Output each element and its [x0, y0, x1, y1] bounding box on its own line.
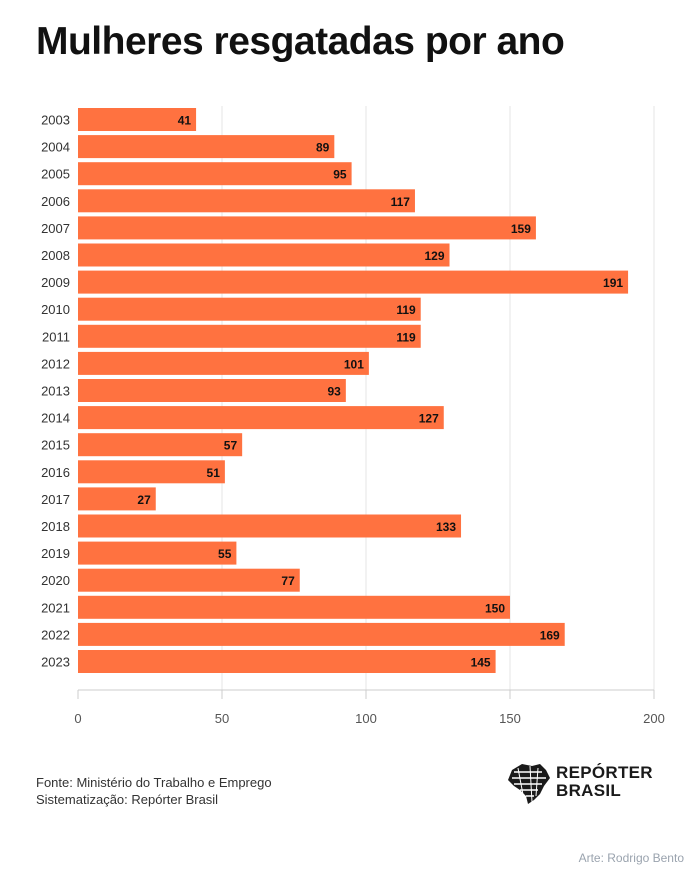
- bar: [78, 324, 421, 348]
- bar: [78, 135, 335, 159]
- value-label: 95: [333, 168, 347, 182]
- bar: [78, 433, 243, 457]
- logo-line-1: REPÓRTER: [556, 763, 653, 782]
- value-label: 51: [207, 466, 221, 480]
- value-label: 117: [391, 195, 411, 209]
- value-label: 169: [540, 628, 560, 642]
- value-label: 145: [471, 656, 491, 670]
- category-label: 2022: [41, 627, 70, 642]
- x-tick-label: 0: [74, 711, 81, 726]
- source-line-2: Sistematização: Repórter Brasil: [36, 792, 219, 807]
- category-label: 2011: [42, 329, 70, 344]
- bar: [78, 379, 346, 402]
- source-line-1: Fonte: Ministério do Trabalho e Emprego: [36, 775, 272, 790]
- x-tick-label: 150: [499, 711, 521, 726]
- value-label: 57: [224, 439, 238, 453]
- category-label: 2012: [41, 356, 70, 371]
- bar: [78, 243, 450, 267]
- source-note: Fonte: Ministério do Trabalho e Emprego …: [36, 774, 272, 808]
- category-label: 2014: [41, 411, 70, 426]
- category-label: 2005: [41, 167, 70, 182]
- category-label: 2009: [41, 275, 70, 290]
- chart-title: Mulheres resgatadas por ano: [36, 20, 565, 63]
- category-label: 2013: [41, 384, 70, 399]
- category-label: 2018: [41, 519, 70, 534]
- reporter-brasil-logo: REPÓRTER BRASIL: [506, 760, 666, 808]
- value-label: 127: [419, 412, 439, 426]
- bar: [78, 351, 369, 375]
- value-label: 119: [396, 330, 416, 344]
- value-label: 89: [316, 141, 330, 155]
- x-tick-label: 200: [643, 711, 665, 726]
- bar: [78, 297, 421, 321]
- category-label: 2015: [41, 438, 70, 453]
- bar: [78, 595, 510, 619]
- value-label: 55: [218, 547, 232, 561]
- credit-text: Arte: Rodrigo Bento: [578, 851, 684, 865]
- bar: [78, 406, 444, 430]
- category-label: 2016: [41, 465, 70, 480]
- category-label: 2003: [41, 113, 70, 128]
- logo-line-2: BRASIL: [556, 781, 622, 800]
- bar: [78, 216, 536, 240]
- category-label: 2010: [41, 302, 70, 317]
- category-label: 2008: [41, 248, 70, 263]
- bar: [78, 270, 629, 294]
- category-label: 2020: [41, 573, 70, 588]
- value-label: 150: [485, 601, 505, 615]
- value-label: 93: [327, 385, 341, 399]
- category-label: 2006: [41, 194, 70, 209]
- value-label: 191: [603, 276, 623, 290]
- x-tick-label: 100: [355, 711, 377, 726]
- logo-wordmark: REPÓRTER BRASIL: [556, 764, 653, 800]
- category-label: 2004: [41, 140, 70, 155]
- axes: 0 50 100 150 200 2003 2004 2005 2006 2007 2008 2009…: [41, 113, 665, 727]
- bar: [78, 108, 197, 131]
- value-label: 27: [137, 493, 151, 507]
- bar: [78, 487, 156, 511]
- bar: [78, 460, 225, 484]
- value-label: 133: [436, 520, 456, 534]
- value-label: 41: [178, 114, 192, 128]
- category-label: 2023: [41, 655, 70, 670]
- bar: [78, 162, 352, 186]
- bar: [78, 514, 462, 538]
- category-label: 2021: [41, 600, 70, 615]
- bar: [78, 622, 565, 646]
- bar: [78, 541, 237, 565]
- category-label: 2019: [41, 546, 70, 561]
- bar: [78, 568, 300, 592]
- x-tick-label: 50: [215, 711, 229, 726]
- bar: [78, 189, 415, 213]
- value-label: 101: [344, 357, 364, 371]
- value-label: 159: [511, 222, 531, 236]
- category-label: 2017: [41, 492, 70, 507]
- brazil-map-icon: [508, 764, 550, 804]
- category-label: 2007: [41, 221, 70, 236]
- bar: [78, 650, 496, 673]
- value-label: 77: [281, 574, 295, 588]
- value-label: 119: [396, 303, 416, 317]
- value-label: 129: [424, 249, 444, 263]
